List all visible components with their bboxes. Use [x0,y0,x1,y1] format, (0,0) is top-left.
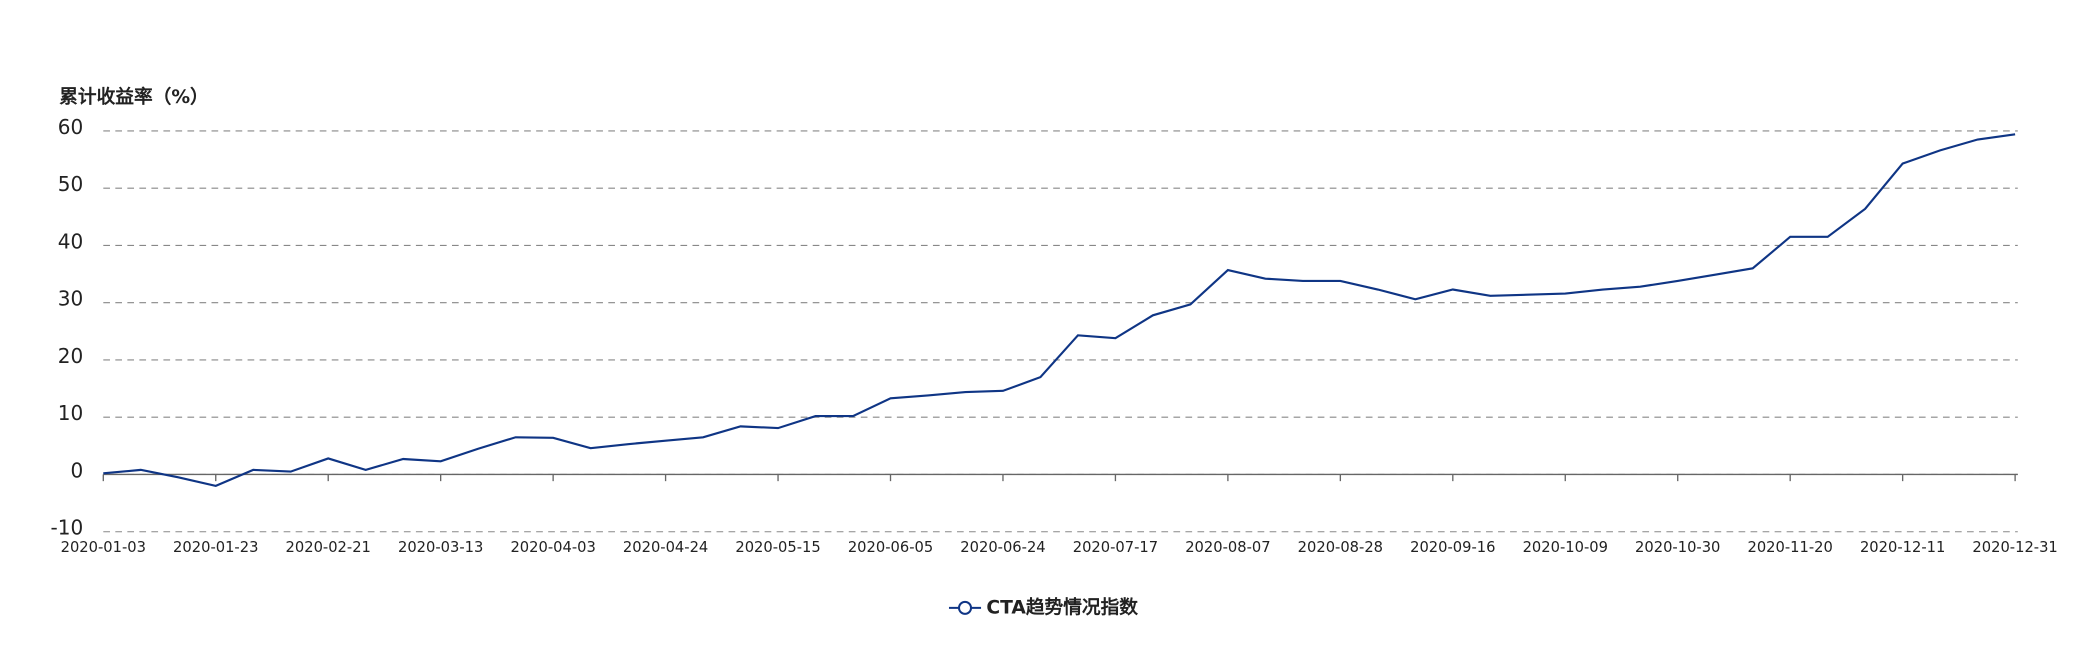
x-tick-label: 2020-03-13 [398,539,483,556]
x-tick-label: 2020-05-15 [735,539,820,556]
y-tick-label: 40 [58,229,83,253]
y-tick-label: 20 [58,344,83,368]
y-tick-label: 0 [71,458,84,482]
x-tick-label: 2020-08-07 [1185,539,1270,556]
x-tick-label: 2020-04-24 [623,539,708,556]
series-line [103,133,2016,488]
legend-label: CTA趋势情况指数 [986,596,1138,618]
y-tick-label: -10 [51,516,84,540]
x-tick-label: 2020-08-28 [1298,539,1383,556]
x-tick-label: 2020-04-03 [510,539,595,556]
y-tick-label: 10 [58,401,83,425]
legend-marker [957,600,973,615]
x-tick-label: 2020-12-31 [1972,539,2057,556]
y-tick-label: 50 [58,172,83,196]
x-tick-label: 2020-02-21 [286,539,371,556]
x-tick-label: 2020-01-23 [173,539,258,556]
x-tick-label: 2020-01-03 [61,539,146,556]
x-tick-label: 2020-11-20 [1748,539,1833,556]
y-tick-label: 60 [58,115,83,139]
x-tick-label: 2020-10-09 [1523,539,1608,556]
x-tick-label: 2020-12-11 [1860,539,1945,556]
y-axis-label: 累计收益率（%） [59,86,209,108]
x-tick-label: 2020-09-16 [1410,539,1495,556]
y-tick-label: 30 [58,287,83,311]
x-tick-label: 2020-06-24 [960,539,1045,556]
x-tick-label: 2020-10-30 [1635,539,1720,556]
x-tick-label: 2020-06-05 [848,539,933,556]
x-tick-label: 2020-07-17 [1073,539,1158,556]
